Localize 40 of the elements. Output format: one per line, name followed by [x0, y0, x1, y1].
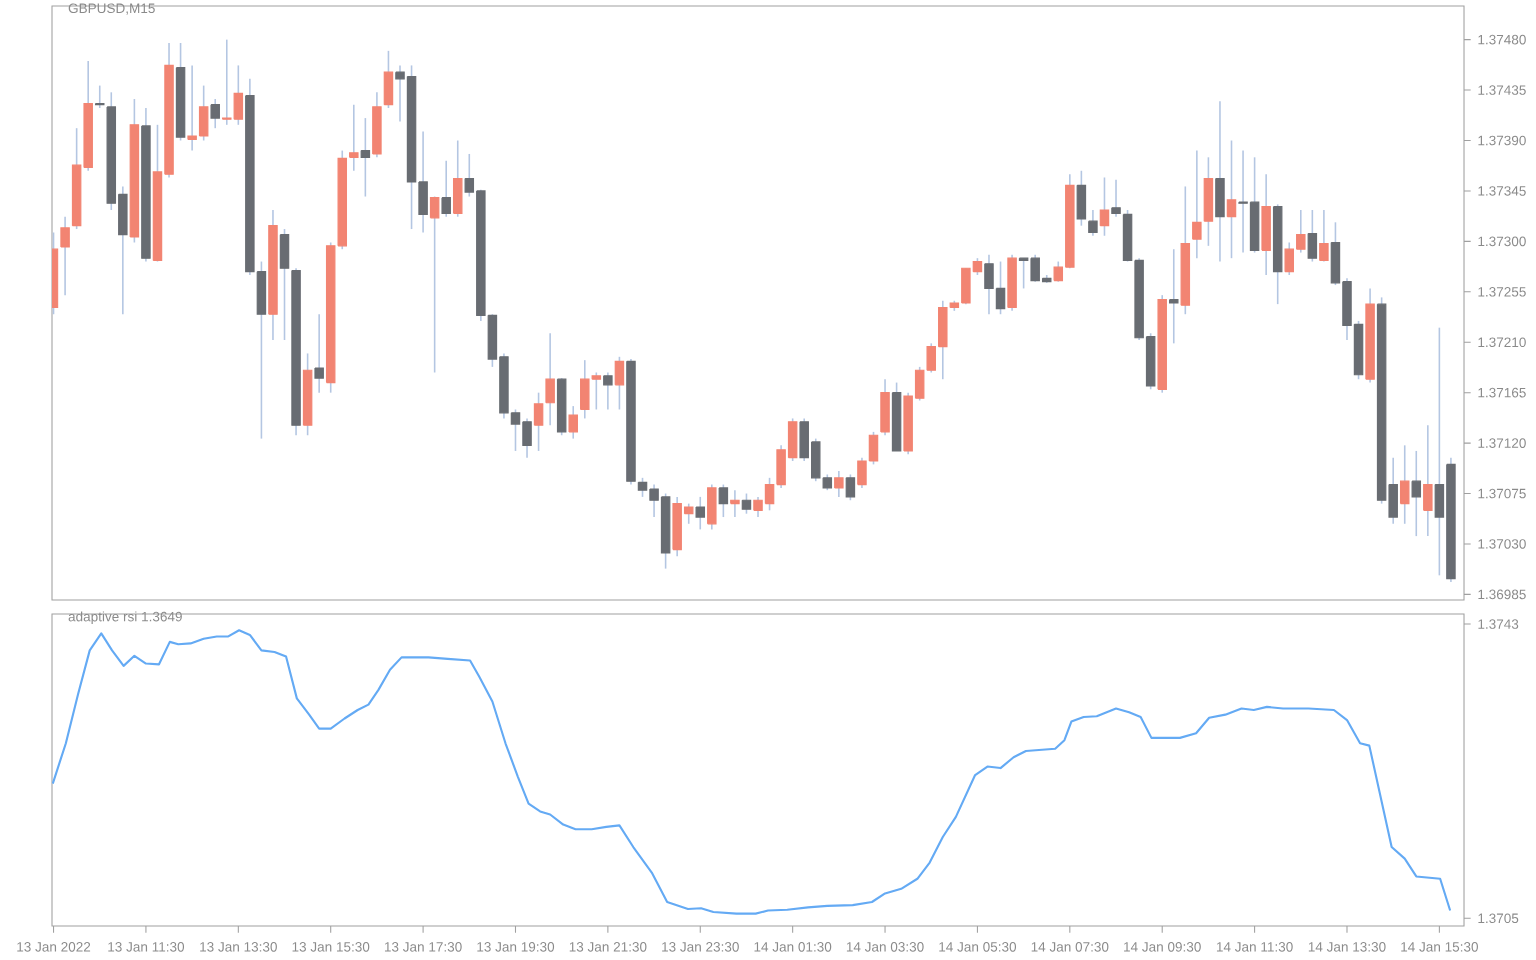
candlestick: [1261, 173, 1271, 276]
candlestick: [452, 139, 463, 218]
candlestick: [718, 483, 729, 518]
candlestick: [94, 84, 105, 109]
candlestick: [533, 391, 544, 452]
candlestick: [1099, 176, 1110, 237]
candlestick: [314, 313, 324, 394]
candlestick: [1399, 444, 1410, 525]
candlestick: [1111, 178, 1121, 218]
candlestick: [1203, 156, 1214, 247]
candlestick: [1423, 424, 1433, 537]
candlestick: [279, 228, 290, 341]
candlestick: [568, 405, 578, 440]
candlestick: [372, 91, 382, 159]
candlestick: [1169, 248, 1179, 345]
candlestick: [545, 332, 555, 426]
candlestick: [730, 489, 740, 518]
candlestick: [1307, 209, 1318, 263]
candlestick: [695, 496, 706, 531]
candlestick: [1192, 149, 1202, 259]
candlestick: [210, 98, 220, 129]
candlestick: [383, 50, 394, 109]
candlestick: [1215, 100, 1225, 263]
candlestick: [1411, 450, 1422, 537]
candlestick: [880, 378, 890, 437]
candlestick: [1088, 209, 1098, 237]
candlestick: [741, 492, 752, 515]
candlestick: [441, 159, 451, 218]
candlestick: [707, 483, 717, 531]
candlestick: [60, 215, 70, 296]
candlestick: [834, 470, 844, 498]
candlestick: [429, 195, 440, 374]
candlestick: [614, 356, 625, 411]
candlestick: [349, 103, 359, 172]
candlestick: [1076, 169, 1087, 227]
candlestick: [845, 473, 856, 502]
candlestick: [360, 117, 371, 198]
candlestick: [1319, 209, 1329, 263]
candlestick: [1226, 139, 1237, 259]
candlestick: [603, 371, 613, 411]
